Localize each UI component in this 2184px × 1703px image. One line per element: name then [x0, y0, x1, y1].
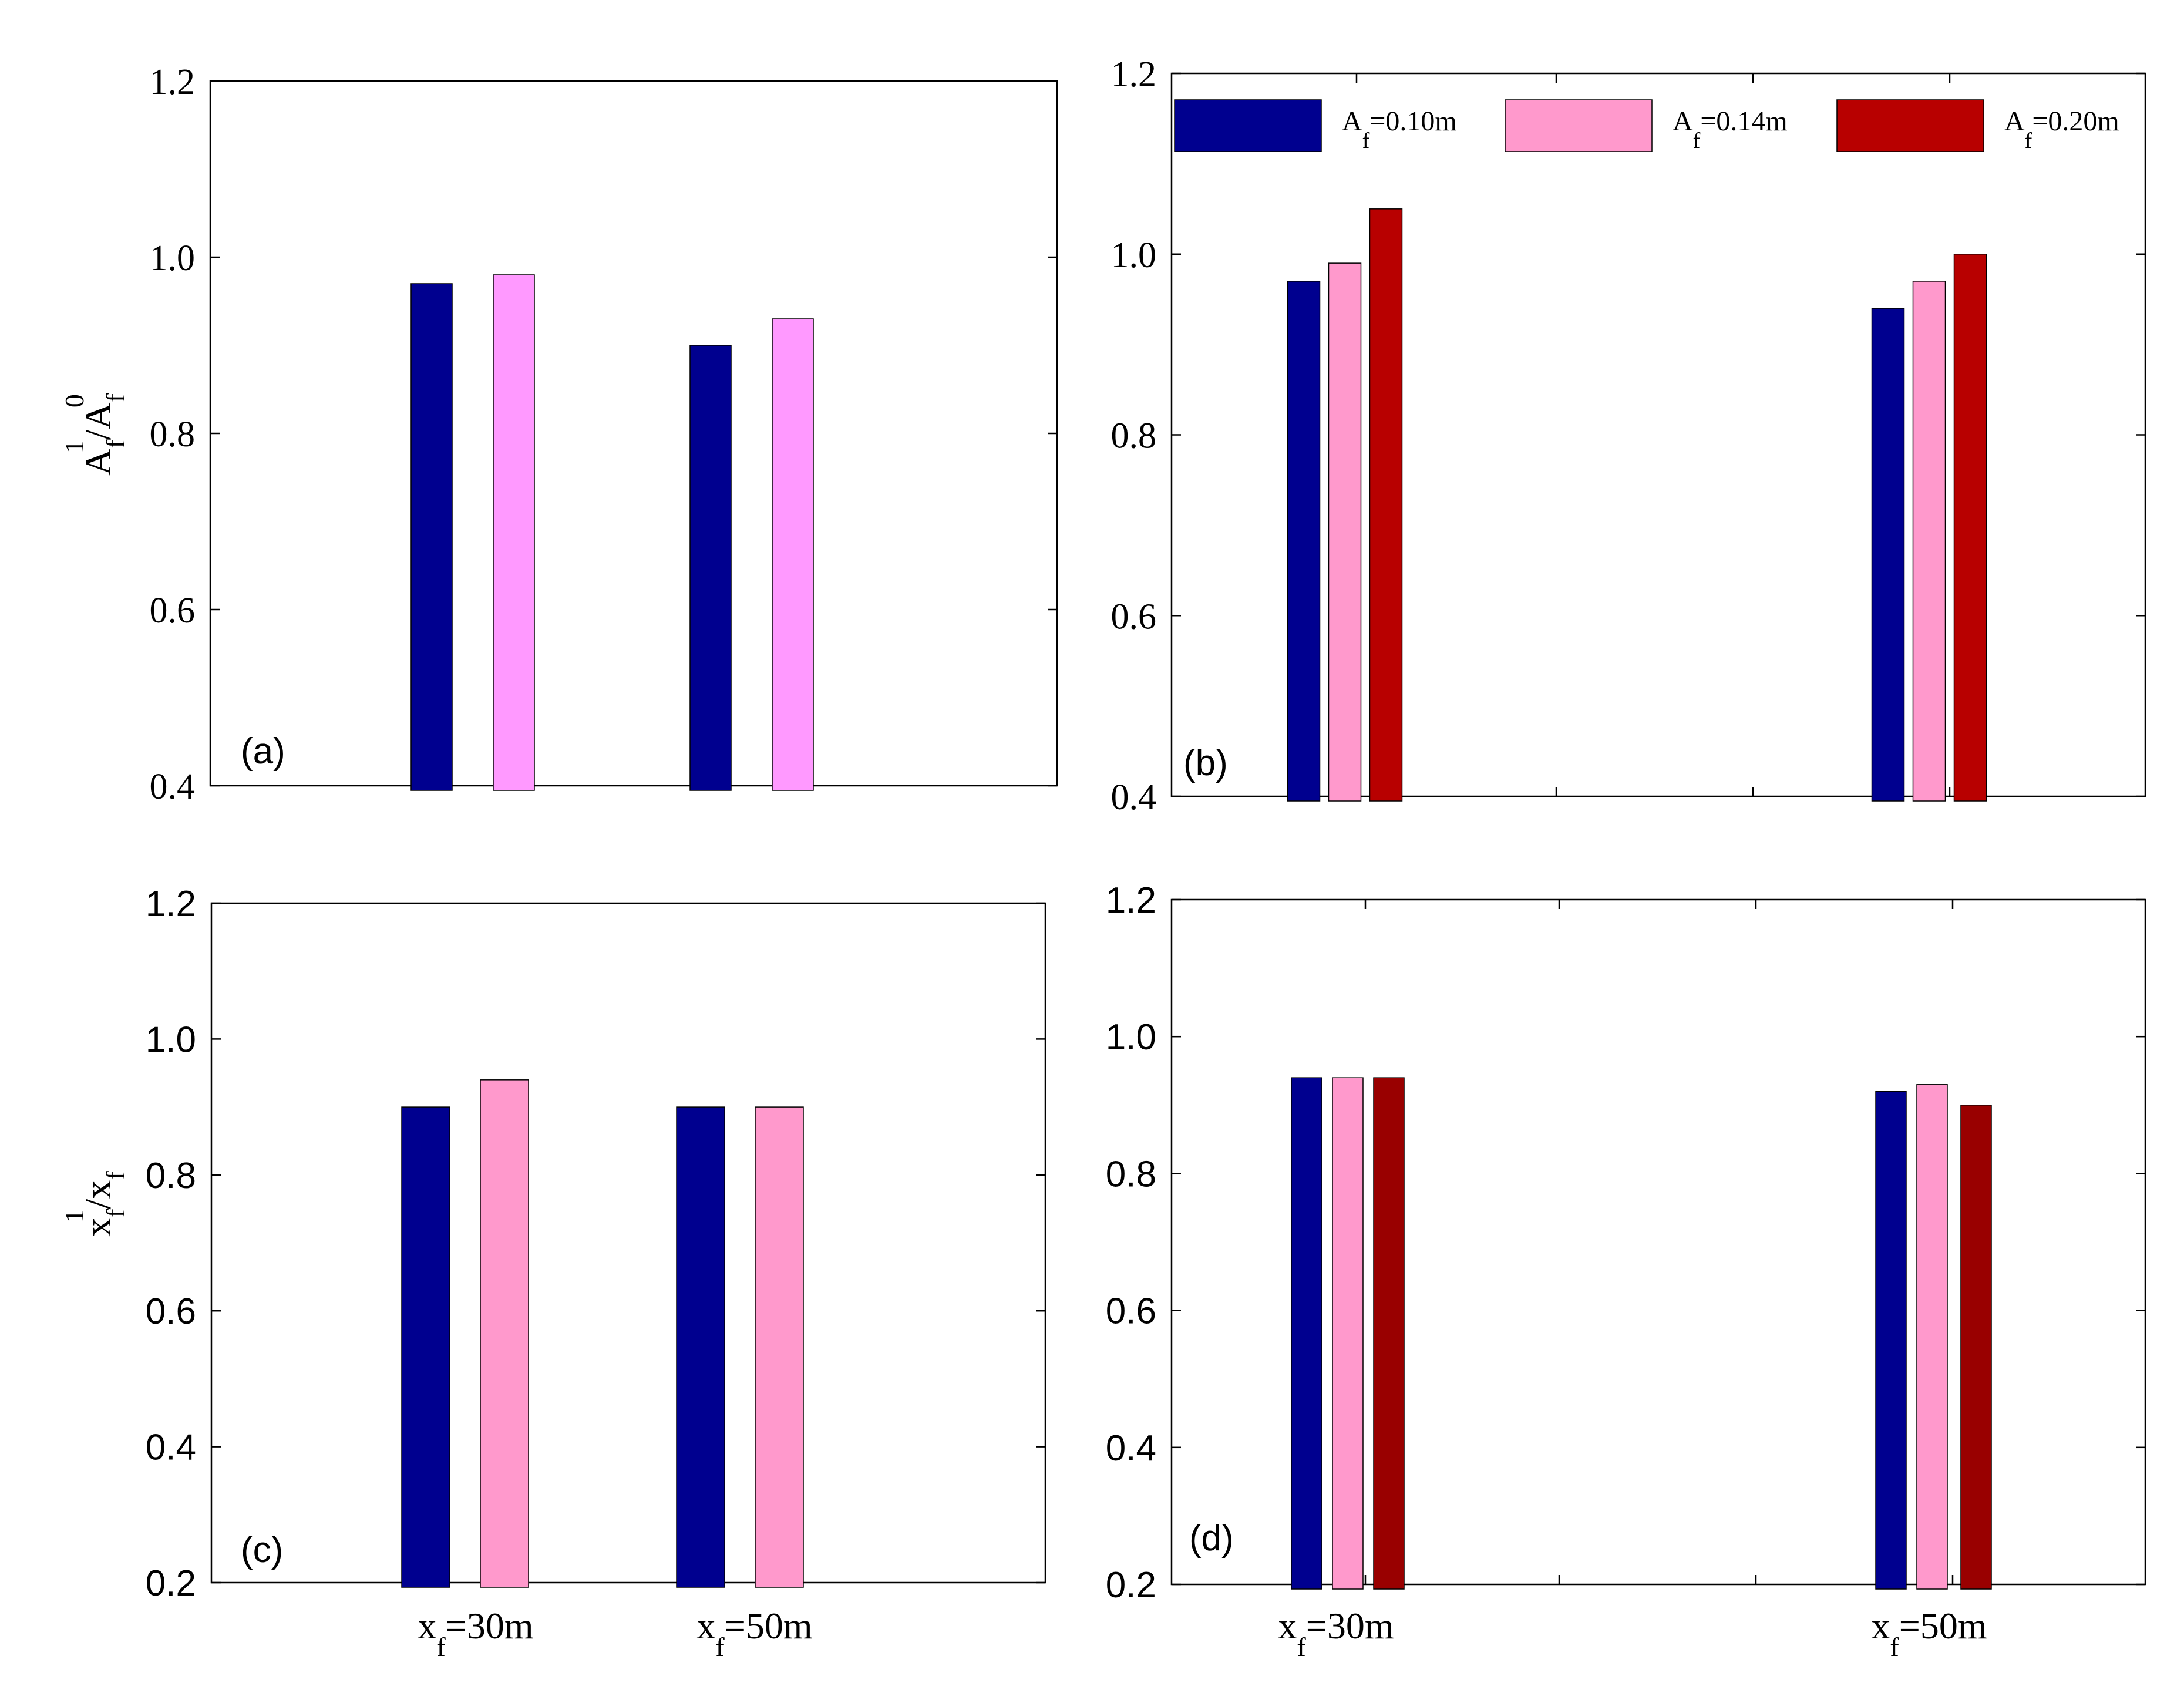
panel-label: (c)	[241, 1530, 283, 1570]
x-label-30m-left: xf=30m	[418, 1605, 533, 1662]
x-label-30m-right: xf=30m	[1278, 1605, 1394, 1662]
panel-label: (d)	[1189, 1518, 1234, 1559]
bar-c-s0-c1	[676, 1106, 725, 1588]
y-tick-label: 1.0	[146, 1019, 196, 1060]
y-tick-label: 1.2	[1111, 55, 1157, 95]
bar-a-s0-c1	[689, 345, 732, 791]
bar-d-s1-c1	[1916, 1084, 1948, 1590]
y-tick-label: 0.8	[150, 415, 196, 455]
y-tick-label: 1.0	[1106, 1017, 1156, 1058]
y-tick-label: 1.2	[146, 884, 196, 924]
bar-c-s1-c0	[480, 1079, 529, 1588]
bar-b-s0-c0	[1287, 281, 1321, 802]
panel-a: 0.4 0.6 0.8 1.0 1.2 (a)	[150, 62, 1058, 807]
legend-entry-2: Af=0.20m	[1836, 99, 2119, 153]
legend: Af=0.10m Af=0.14m Af=0.20m	[1174, 99, 2119, 153]
y-tick-label: 1.0	[150, 238, 196, 278]
svg-text:Af1/Af0: Af1/Af0	[59, 393, 130, 476]
panel-label: (b)	[1183, 743, 1228, 783]
bar-b-s1-c0	[1328, 262, 1362, 802]
bar-d-s2-c0	[1373, 1077, 1405, 1590]
panel-d: 0.2 0.4 0.6 0.8 1.0 1.2 (d)	[1106, 880, 2146, 1606]
y-tick-label: 0.4	[146, 1428, 196, 1468]
y-tick-label: 0.6	[1106, 1291, 1156, 1332]
y-tick-label: 0.6	[1111, 597, 1157, 637]
bar-c-s1-c1	[755, 1106, 804, 1588]
svg-text:Af=0.10m: Af=0.10m	[1342, 106, 1457, 153]
y-tick-label: 1.2	[1106, 880, 1156, 921]
bar-b-s1-c1	[1912, 281, 1946, 802]
y-tick-label: 1.2	[150, 62, 196, 102]
bar-d-s0-c1	[1875, 1091, 1907, 1590]
plot-frame	[210, 902, 1046, 1584]
y-tick-label: 0.4	[1111, 778, 1157, 817]
svg-text:xf1/xf: xf1/xf	[59, 1171, 130, 1237]
bar-a-s1-c0	[493, 274, 535, 791]
plot-frame	[1170, 898, 2146, 1586]
bar-c-s0-c0	[401, 1106, 450, 1588]
x-category-labels-left: xf=30m xf=50m	[418, 1605, 812, 1662]
bar-d-s0-c0	[1291, 1077, 1322, 1590]
panel-b: 0.4 0.6 0.8 1.0 1.2 (b)	[1111, 55, 2146, 817]
bar-b-s2-c1	[1953, 254, 1987, 802]
y-tick-label: 0.6	[146, 1291, 196, 1332]
bar-a-s0-c0	[410, 283, 453, 791]
panel-c: 0.2 0.4 0.6 0.8 1.0 1.2 (c)	[146, 884, 1046, 1604]
y-axis-label-top: Af1/Af0	[59, 393, 130, 476]
y-tick-label: 0.2	[146, 1563, 196, 1604]
y-tick-label: 0.6	[150, 591, 196, 631]
x-category-labels-right: xf=30m xf=50m	[1278, 1605, 1987, 1662]
bar-d-s2-c1	[1960, 1105, 1992, 1590]
legend-entry-0: Af=0.10m	[1174, 99, 1457, 153]
y-tick-label: 0.8	[146, 1156, 196, 1196]
bar-b-s0-c1	[1871, 308, 1905, 802]
legend-swatch-2	[1836, 99, 1984, 152]
legend-entry-1: Af=0.14m	[1505, 99, 1788, 153]
panel-label: (a)	[241, 731, 285, 772]
bar-d-s1-c0	[1332, 1077, 1364, 1590]
x-label-50m-right: xf=50m	[1871, 1605, 1987, 1662]
y-tick-label: 0.4	[1106, 1428, 1156, 1469]
y-axis-label-bottom: xf1/xf	[59, 1171, 130, 1237]
y-tick-label: 0.4	[150, 767, 196, 807]
y-tick-label: 0.8	[1106, 1154, 1156, 1194]
y-tick-label: 0.8	[1111, 416, 1157, 456]
legend-swatch-1	[1505, 99, 1653, 152]
y-tick-label: 0.2	[1106, 1565, 1156, 1606]
legend-swatch-0	[1174, 99, 1322, 152]
y-tick-label: 1.0	[1111, 235, 1157, 275]
svg-text:Af=0.14m: Af=0.14m	[1673, 106, 1788, 153]
bar-b-s2-c0	[1369, 208, 1403, 802]
x-label-50m-left: xf=50m	[696, 1605, 812, 1662]
svg-text:Af=0.20m: Af=0.20m	[2004, 106, 2119, 153]
bar-a-s1-c1	[772, 318, 814, 791]
